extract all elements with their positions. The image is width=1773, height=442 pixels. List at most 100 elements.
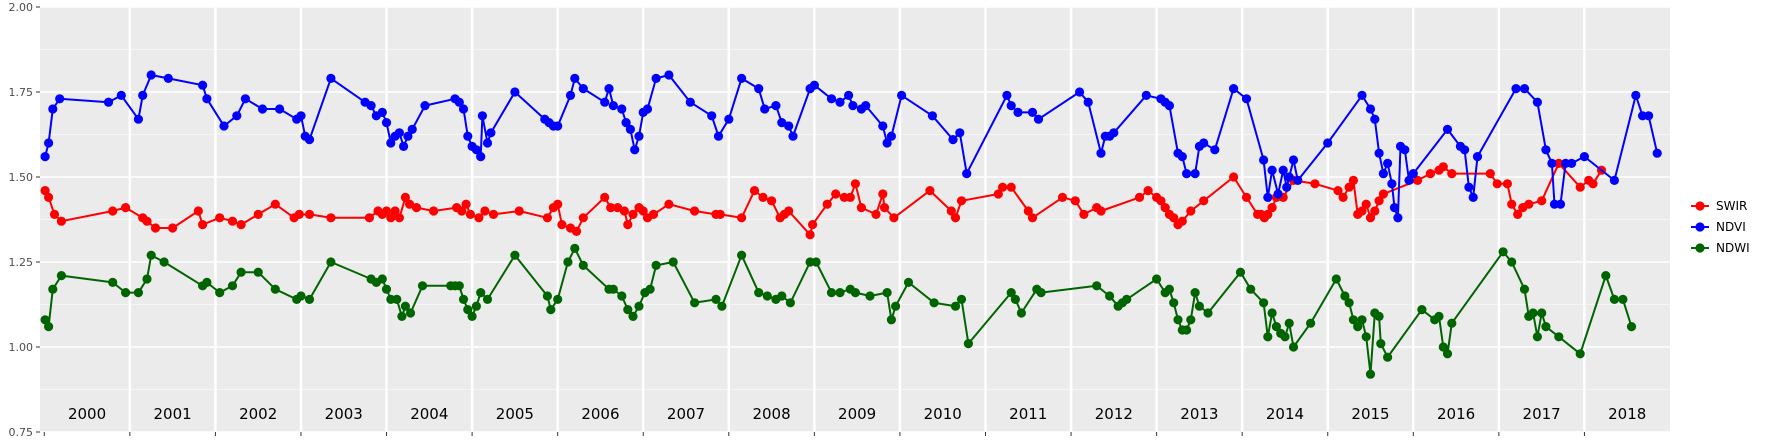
- data-point: [850, 288, 861, 298]
- data-point: [762, 291, 772, 301]
- data-point: [578, 84, 588, 94]
- data-point: [563, 257, 573, 267]
- data-point: [600, 97, 610, 107]
- data-point: [865, 291, 875, 301]
- data-point: [1241, 192, 1252, 202]
- data-point: [878, 121, 888, 131]
- data-point: [1554, 332, 1564, 342]
- data-point: [1177, 152, 1187, 162]
- data-point: [1278, 165, 1288, 175]
- year-label: 2008: [752, 405, 790, 423]
- data-point: [116, 90, 126, 100]
- data-point: [600, 192, 610, 202]
- legend-key-marker: [1695, 243, 1705, 253]
- year-label: 2005: [496, 405, 534, 423]
- data-point: [1344, 298, 1354, 308]
- data-point: [664, 70, 674, 80]
- data-point: [1400, 145, 1410, 155]
- data-point: [1438, 342, 1448, 352]
- data-point: [1002, 90, 1012, 100]
- data-point: [856, 203, 867, 213]
- data-point: [326, 73, 336, 83]
- data-point: [950, 213, 961, 223]
- legend-key-marker: [1695, 201, 1705, 211]
- year-label: 2018: [1608, 405, 1646, 423]
- data-point: [1485, 169, 1495, 179]
- data-point: [617, 291, 627, 301]
- data-point: [510, 250, 520, 260]
- data-point: [458, 294, 469, 304]
- data-point: [929, 298, 939, 308]
- year-label: 2012: [1095, 405, 1133, 423]
- data-point: [668, 257, 678, 267]
- data-point: [417, 281, 428, 291]
- data-point: [461, 199, 471, 209]
- data-point: [477, 111, 487, 121]
- data-point: [690, 206, 700, 216]
- data-point: [1169, 298, 1179, 308]
- data-point: [878, 189, 888, 199]
- data-point: [476, 152, 486, 162]
- data-point: [1259, 155, 1269, 165]
- data-point: [927, 111, 938, 121]
- data-point: [405, 199, 415, 209]
- data-point: [767, 196, 777, 206]
- data-point: [1389, 203, 1400, 213]
- data-point: [1267, 165, 1277, 175]
- series-swir: [40, 158, 1607, 240]
- data-point: [202, 277, 212, 287]
- data-point: [1241, 94, 1252, 104]
- data-point: [236, 267, 246, 277]
- data-point: [108, 277, 118, 287]
- data-point: [482, 138, 493, 148]
- data-point: [1537, 308, 1547, 318]
- data-point: [1152, 274, 1162, 284]
- data-point: [737, 73, 747, 83]
- data-point: [1601, 271, 1611, 281]
- data-point: [399, 141, 409, 151]
- data-point: [822, 199, 832, 209]
- data-point: [882, 138, 892, 148]
- data-point: [1340, 291, 1350, 301]
- data-point: [578, 213, 588, 223]
- data-point: [1141, 90, 1151, 100]
- data-point: [142, 216, 152, 226]
- y-tick-label: 1.50: [9, 171, 34, 184]
- data-point: [44, 322, 54, 332]
- data-point: [1609, 175, 1619, 185]
- data-point: [163, 73, 173, 83]
- data-point: [377, 274, 387, 284]
- data-point: [133, 288, 143, 298]
- data-point: [1033, 114, 1044, 124]
- data-point: [257, 104, 268, 114]
- data-point: [232, 111, 242, 121]
- data-point: [486, 128, 496, 138]
- data-point: [1618, 294, 1628, 304]
- data-point: [1524, 199, 1534, 209]
- y-tick-label: 1.00: [9, 341, 34, 354]
- data-point: [1413, 175, 1423, 185]
- data-point: [785, 298, 796, 308]
- data-point: [1434, 311, 1444, 321]
- data-point: [202, 94, 212, 104]
- data-point: [1182, 169, 1192, 179]
- data-point: [514, 206, 524, 216]
- data-point: [304, 294, 315, 304]
- series-ndwi: [40, 243, 1637, 379]
- data-point: [578, 260, 588, 270]
- data-point: [1537, 196, 1547, 206]
- data-point: [1361, 332, 1371, 342]
- data-point: [1447, 169, 1457, 179]
- data-point: [956, 294, 967, 304]
- data-point: [946, 206, 956, 216]
- data-point: [1186, 206, 1196, 216]
- data-point: [1519, 284, 1530, 294]
- data-point: [948, 135, 958, 145]
- data-point: [1134, 192, 1145, 202]
- data-point: [138, 90, 148, 100]
- data-point: [1156, 196, 1166, 206]
- data-point: [1631, 90, 1641, 100]
- data-point: [1164, 284, 1174, 294]
- data-point: [474, 213, 484, 223]
- data-point: [1541, 145, 1551, 155]
